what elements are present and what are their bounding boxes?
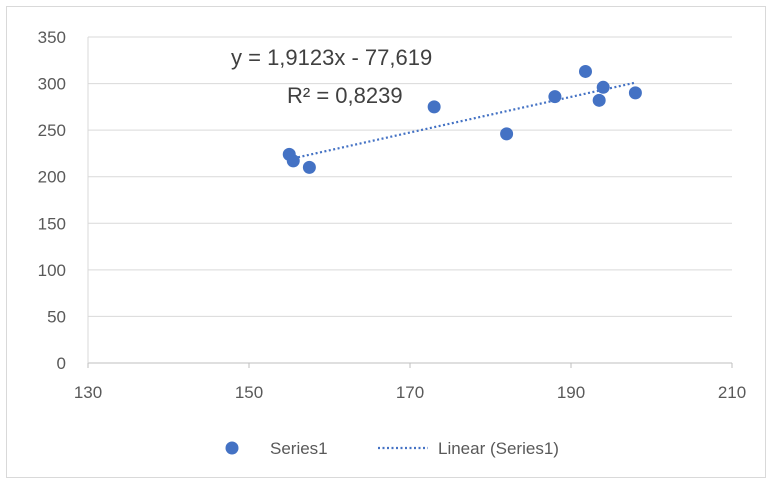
data-point — [548, 90, 562, 104]
data-point — [286, 154, 300, 168]
y-tick-label: 0 — [57, 354, 66, 373]
y-tick-label: 350 — [38, 28, 66, 47]
data-point — [628, 86, 642, 100]
legend-label-series1: Series1 — [270, 439, 328, 458]
legend: Series1 Linear (Series1) — [225, 439, 559, 458]
chart-frame — [6, 6, 766, 478]
data-point — [596, 80, 610, 94]
data-point — [302, 160, 316, 174]
data-points — [282, 64, 642, 174]
x-tick-label: 210 — [718, 383, 746, 402]
data-point — [500, 127, 514, 141]
data-point — [592, 93, 606, 107]
x-tick-label: 130 — [74, 383, 102, 402]
x-tick-label: 170 — [396, 383, 424, 402]
equation-label: y = 1,9123x - 77,619 — [231, 45, 432, 70]
r-squared-label: R² = 0,8239 — [287, 83, 403, 108]
legend-label-trendline: Linear (Series1) — [438, 439, 559, 458]
axes — [87, 37, 733, 368]
tick-labels: 0 50 100 150 200 250 300 350 130 150 170 190 210 — [38, 28, 747, 402]
legend-marker-series1 — [225, 441, 239, 455]
x-tick-label: 190 — [557, 383, 585, 402]
x-tick-label: 150 — [235, 383, 263, 402]
y-tick-label: 250 — [38, 121, 66, 140]
trendline-linear — [289, 81, 636, 161]
y-tick-label: 300 — [38, 75, 66, 94]
y-tick-label: 150 — [38, 214, 66, 233]
y-tick-label: 200 — [38, 168, 66, 187]
gridlines — [88, 36, 732, 317]
y-tick-label: 50 — [47, 307, 66, 326]
data-point — [427, 100, 441, 114]
data-point — [578, 64, 592, 78]
y-tick-label: 100 — [38, 261, 66, 280]
trendline — [289, 81, 636, 161]
